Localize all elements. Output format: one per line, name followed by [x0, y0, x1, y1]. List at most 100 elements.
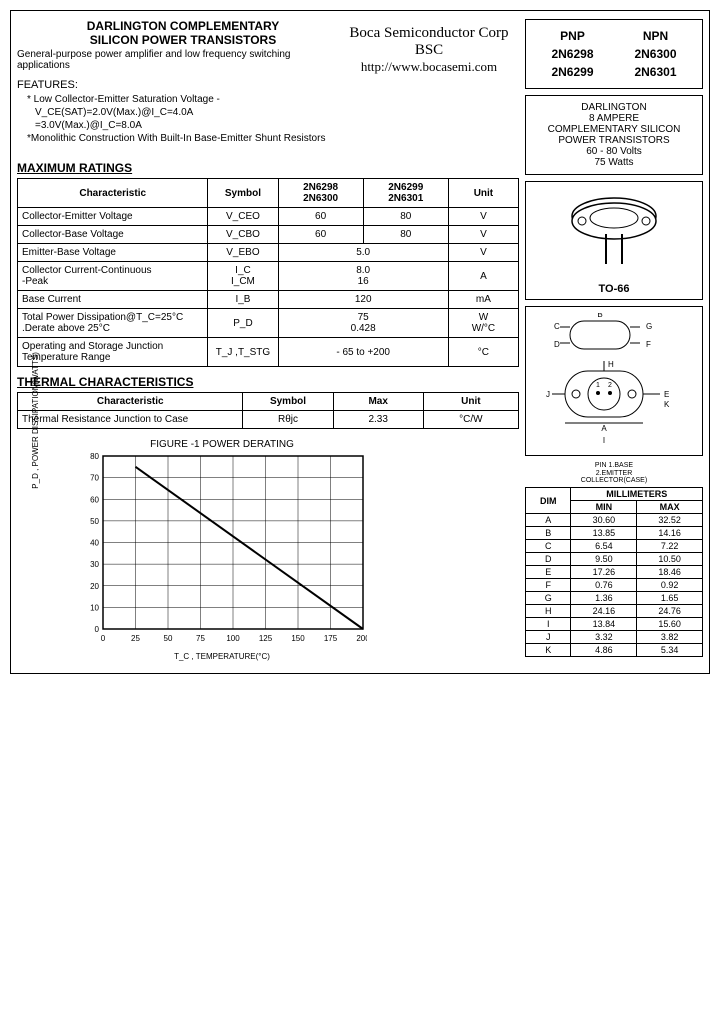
cell: 0.76	[571, 579, 637, 592]
dim-units: MILLIMETERS	[571, 488, 703, 501]
svg-text:200: 200	[356, 634, 367, 643]
cell: 80	[363, 208, 448, 226]
cell: W W/°C	[448, 309, 518, 338]
cell: 120	[278, 291, 448, 309]
cell: B	[526, 527, 571, 540]
max-ratings-heading: MAXIMUM RATINGS	[17, 161, 519, 175]
cell: V	[448, 226, 518, 244]
cell: V_EBO	[208, 244, 278, 262]
svg-text:D: D	[554, 340, 560, 349]
svg-text:75: 75	[196, 634, 205, 643]
svg-text:G: G	[646, 322, 652, 331]
thermal-row: Thermal Resistance Junction to Case Rθjc…	[18, 411, 519, 429]
svg-text:0: 0	[95, 625, 100, 634]
corp-url: http://www.bocasemi.com	[339, 59, 519, 75]
cell: H	[526, 605, 571, 618]
cell: 32.52	[637, 514, 703, 527]
table-row: A30.6032.52	[526, 514, 703, 527]
cell: Emitter-Base Voltage	[18, 244, 208, 262]
dimensions-table: DIM MILLIMETERS MIN MAX A30.6032.52B13.8…	[525, 487, 703, 657]
svg-text:30: 30	[90, 560, 99, 569]
title-line-1: DARLINGTON COMPLEMENTARY	[27, 19, 339, 33]
power-derating-chart: FIGURE -1 POWER DERATING P_D , POWER DIS…	[77, 439, 519, 661]
svg-text:0: 0	[101, 634, 106, 643]
cell: 13.84	[571, 618, 637, 631]
cell: 18.46	[637, 566, 703, 579]
cell: K	[526, 644, 571, 657]
thermal-heading: THERMAL CHARACTERISTICS	[17, 375, 519, 389]
cell: P_D	[208, 309, 278, 338]
description-box: DARLINGTON 8 AMPERE COMPLEMENTARY SILICO…	[525, 95, 703, 175]
desc-line: POWER TRANSISTORS	[530, 135, 698, 146]
max-ratings-table: Characteristic Symbol 2N6298 2N6300 2N62…	[17, 178, 519, 367]
table-row: Collector-Base VoltageV_CBO6080V	[18, 226, 519, 244]
svg-text:150: 150	[291, 634, 305, 643]
feature-item: =3.0V(Max.)@I_C=8.0A	[35, 119, 339, 132]
cell: Operating and Storage Junction Temperatu…	[18, 338, 208, 367]
svg-text:10: 10	[90, 603, 99, 612]
desc-line: COMPLEMENTARY SILICON	[530, 124, 698, 135]
svg-text:A: A	[601, 424, 607, 433]
cell: 24.76	[637, 605, 703, 618]
cell: 13.85	[571, 527, 637, 540]
datasheet-page: DARLINGTON COMPLEMENTARY SILICON POWER T…	[10, 10, 710, 674]
cell: A	[448, 262, 518, 291]
cell: 3.82	[637, 631, 703, 644]
col-characteristic: Characteristic	[18, 393, 243, 411]
cell: mA	[448, 291, 518, 309]
cell: 7.22	[637, 540, 703, 553]
dim-col: DIM	[526, 488, 571, 514]
outline-svg: B C D G F 1 2 J E K A	[530, 313, 698, 458]
cell: 5.0	[278, 244, 448, 262]
svg-text:F: F	[646, 340, 651, 349]
description: General-purpose power amplifier and low …	[17, 49, 339, 71]
svg-text:40: 40	[90, 539, 99, 548]
cell: °C	[448, 338, 518, 367]
chart-xlabel: T_C , TEMPERATURE(°C)	[77, 652, 367, 661]
table-row: C6.547.22	[526, 540, 703, 553]
pin-note: PIN 1.BASE 2.EMITTER COLLECTOR(CASE)	[525, 462, 703, 485]
cell: 4.86	[571, 644, 637, 657]
svg-text:B: B	[597, 313, 602, 319]
cell: Total Power Dissipation@T_C=25°C .Derate…	[18, 309, 208, 338]
part-num: 2N6299	[532, 64, 613, 80]
desc-line: DARLINGTON	[530, 102, 698, 113]
cell: 1.36	[571, 592, 637, 605]
cell: 60	[278, 208, 363, 226]
chart-title: FIGURE -1 POWER DERATING	[77, 439, 367, 450]
cell: Collector-Base Voltage	[18, 226, 208, 244]
corp-abbr: BSC	[339, 42, 519, 59]
svg-text:60: 60	[90, 495, 99, 504]
table-row: D9.5010.50	[526, 553, 703, 566]
table-row: Base CurrentI_B120mA	[18, 291, 519, 309]
table-row: Total Power Dissipation@T_C=25°C .Derate…	[18, 309, 519, 338]
svg-text:25: 25	[131, 634, 140, 643]
col-v1: 2N6298 2N6300	[278, 179, 363, 208]
svg-text:1: 1	[596, 382, 600, 389]
package-icon	[554, 186, 674, 276]
features-heading: FEATURES:	[17, 79, 339, 91]
right-column: PNP NPN 2N6298 2N6300 2N6299 2N6301 DARL…	[525, 19, 703, 665]
col-characteristic: Characteristic	[18, 179, 208, 208]
cell: 8.0 16	[278, 262, 448, 291]
package-box: TO-66	[525, 181, 703, 300]
chart-svg: 025507510012515017520001020304050607080	[77, 452, 367, 647]
cell: 60	[278, 226, 363, 244]
left-column: DARLINGTON COMPLEMENTARY SILICON POWER T…	[17, 19, 519, 665]
cell: Rθjc	[243, 411, 333, 429]
desc-line: 60 - 80 Volts	[530, 146, 698, 157]
cell: 6.54	[571, 540, 637, 553]
cell: 17.26	[571, 566, 637, 579]
cell: 10.50	[637, 553, 703, 566]
cell: T_J ,T_STG	[208, 338, 278, 367]
dim-min: MIN	[571, 501, 637, 514]
cell: F	[526, 579, 571, 592]
svg-text:J: J	[546, 390, 550, 399]
cell: A	[526, 514, 571, 527]
table-row: E17.2618.46	[526, 566, 703, 579]
cell: 3.32	[571, 631, 637, 644]
col-v2: 2N6299 2N6301	[363, 179, 448, 208]
cell: 5.34	[637, 644, 703, 657]
table-row: J3.323.82	[526, 631, 703, 644]
part-num: 2N6300	[615, 46, 696, 62]
